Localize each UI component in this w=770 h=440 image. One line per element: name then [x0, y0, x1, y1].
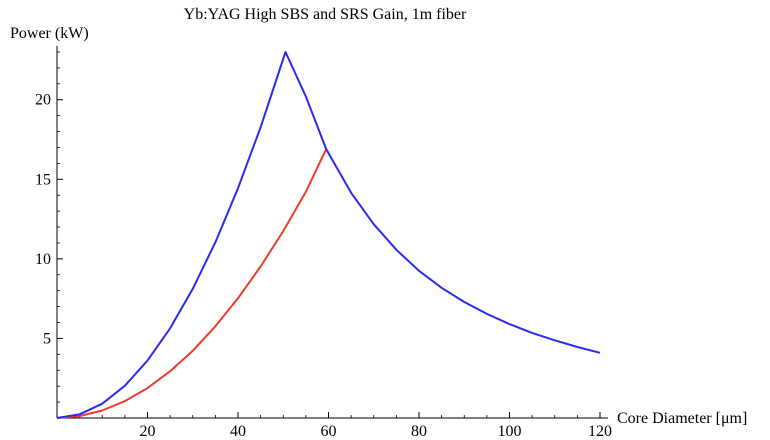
y-tick-label: 20	[35, 92, 51, 109]
series-line-0	[56, 148, 328, 419]
y-tick-label: 15	[35, 171, 51, 188]
y-axis-label: Power (kW)	[10, 25, 89, 42]
x-tick-label: 80	[411, 423, 427, 440]
series-line-1	[56, 51, 601, 419]
x-tick-label: 120	[588, 423, 612, 440]
x-tick-label: 40	[230, 423, 246, 440]
y-tick-label: 10	[35, 251, 51, 268]
x-tick-label: 60	[321, 423, 337, 440]
chart-title: Yb:YAG High SBS and SRS Gain, 1m fiber	[184, 6, 467, 23]
x-tick-label: 20	[140, 423, 156, 440]
axes: 20 40 60 80 100 120 5 10 15 20	[35, 46, 612, 440]
series-layer	[56, 51, 601, 419]
x-axis-label: Core Diameter [μm]	[617, 410, 747, 427]
y-tick-label: 5	[43, 330, 51, 347]
x-tick-label: 100	[498, 423, 522, 440]
